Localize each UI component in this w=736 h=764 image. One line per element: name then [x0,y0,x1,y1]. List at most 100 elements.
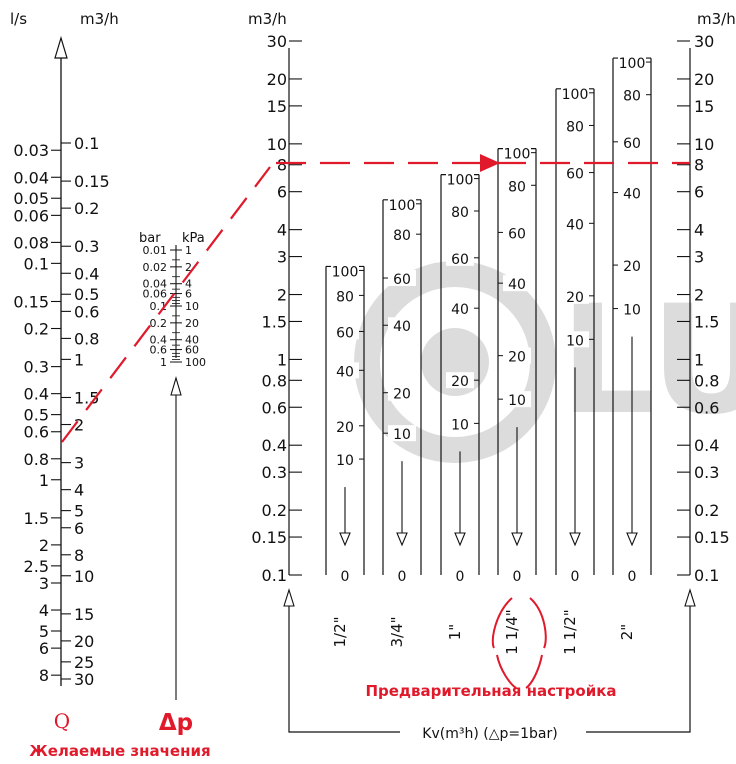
kv-right-tick-label: 30 [694,32,714,51]
ls-tick-label: 0.8 [24,450,49,469]
dp-bar-label: 0.02 [143,261,168,274]
preset-label-bg [388,384,416,401]
preset-label: 10 [508,393,526,409]
kv-unit-right: m3/h [697,10,736,28]
dp-unit-bar: bar [139,231,161,246]
kv-left-tick-label: 2 [277,286,287,305]
preset-label-bg [561,331,589,348]
preset-label: 20 [451,374,469,390]
dp-unit-kpa: kPa [182,231,205,246]
preset-label: 60 [336,325,354,341]
preset-arrow-icon [339,532,351,547]
m3h-tick-label: 0.15 [74,172,110,191]
preset-label: 100 [389,198,416,214]
kv-left-tick-label: 15 [267,97,287,116]
preset-label: 0 [456,569,465,585]
preset-label-bg [618,133,646,150]
m3h-tick-label: 0.4 [74,264,99,283]
preset-label-bg [388,195,416,212]
kv-unit-left: m3/h [248,10,287,28]
valve-size-label: 1" [446,624,464,640]
preset-label: 10 [451,417,469,433]
preset-label-bg [503,347,531,364]
m3h-tick-label: 30 [74,670,94,689]
preset-label: 20 [336,420,354,436]
preset-label-bg [618,86,646,103]
dp-kpa-label: 40 [185,334,199,347]
svg-text:LU: LU [560,274,736,448]
valve-size-label: 1 1/4" [503,609,521,654]
preset-label-bg [446,170,474,187]
m3h-tick-label: 10 [74,567,94,586]
preset-label: 0 [628,569,637,585]
m3h-tick-label: 2 [74,416,84,435]
preset-label: 40 [508,277,526,293]
preset-label: 100 [619,56,646,72]
valve-size-label: 3/4" [388,616,406,647]
preset-label: 60 [508,226,526,242]
preset-label: 0 [398,569,407,585]
preset-label: 10 [336,453,354,469]
kv-left-tick-label: 4 [277,221,287,240]
preset-label: 0 [513,569,522,585]
m3h-tick-label: 1.5 [74,388,99,407]
preset-label-bg [388,317,416,334]
ls-tick-label: 0.06 [13,206,49,225]
dp-axis: bar kPa 0.01 10.02 20.04 40.06 60.1 100.2 200.… [139,231,206,700]
preset-label-bg [503,144,531,161]
dp-kpa-label: 6 [185,288,192,301]
dp-axis-arrow-icon [170,376,182,396]
dp-bar-label: 0.2 [150,317,168,330]
kv-left-tick-label: 6 [277,183,287,202]
kv-right-tick-label: 0.1 [694,566,719,585]
m3h-tick-label: 20 [74,632,94,651]
preset-label: 10 [623,303,641,319]
ls-tick-label: 0.08 [13,233,49,252]
preset-label-bg [331,262,359,279]
kv-right-tick-label: 0.8 [694,371,719,390]
preset-label: 40 [566,217,584,233]
kv-axis-right: m3/h 30 20 15 10 8 6 4 3 2 1.5 1 0.8 0.6 0.4 0.3 0.2 0.1… [677,10,736,585]
kv-left-tick-label: 0.15 [251,528,287,547]
ls-tick-label: 1 [39,471,49,490]
example-arrow-icon [480,154,500,172]
kv-right-tick-label: 0.6 [694,398,719,417]
preset-label-bg [561,287,589,304]
preset-label-bg [503,391,531,408]
preset-label: 80 [336,289,354,305]
kv-left-tick-label: 0.3 [262,463,287,482]
kv-right-tick-label: 1 [694,350,704,369]
preset-arrow-icon [626,532,638,547]
m3h-tick-label: 0.3 [74,237,99,256]
ls-tick-label: 0.1 [24,254,49,273]
preset-label-bg [618,184,646,201]
kv-left-tick-label: 0.2 [262,501,287,520]
dp-kpa-label: 10 [185,300,199,313]
preset-label-bg [331,287,359,304]
kv-left-tick-label: 8 [277,156,287,175]
preset-label-bg [331,362,359,379]
preset-label-bg [331,451,359,468]
kv-right-tick-label: 10 [694,135,714,154]
preset-label-bg [388,425,416,442]
ls-tick-label: 0.03 [13,141,49,160]
kv-left-tick-label: 0.1 [262,566,287,585]
ls-tick-label: 1.5 [24,509,49,528]
kv-right-tick-label: 6 [694,183,704,202]
m3h-tick-label: 5 [74,502,84,521]
preset-label: 0 [341,569,350,585]
ls-tick-label: 0.4 [24,385,49,404]
kv-right-tick-label: 15 [694,97,714,116]
watermark-logo: LU [354,261,736,463]
kv-left-tick-label: 10 [267,135,287,154]
dp-kpa-label: 1 [185,244,192,257]
preset-label: 40 [393,319,411,335]
m3h-tick-label: 4 [74,481,84,500]
kv-right-tick-label: 2 [694,286,704,305]
kv-axis-left: m3/h 30 20 15 10 8 6 4 3 2 1.5 1 0.8 0.6 0.4 0.3 0.2 0.1… [248,10,302,585]
preset-label: 10 [393,427,411,443]
ls-tick-label: 3 [39,574,49,593]
